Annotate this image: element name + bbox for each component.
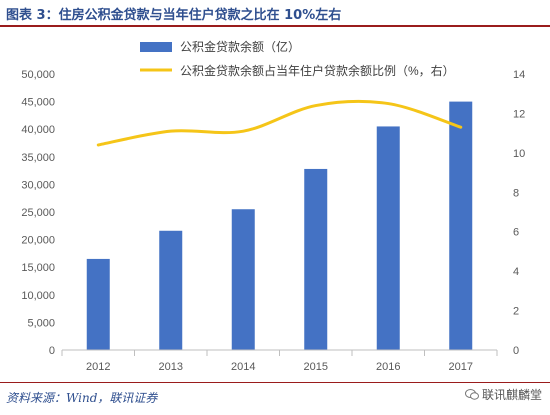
y-left-tick-label: 35,000 xyxy=(21,152,55,164)
legend-line-label: 公积金贷款余额占当年住户贷款余额比例（%，右） xyxy=(180,63,455,78)
y-left-tick-label: 40,000 xyxy=(21,124,55,136)
left-axis: 0 5,000 10,000 15,000 20,000 25,000 30,000 35,0… xyxy=(21,69,55,357)
x-tick-label: 2015 xyxy=(304,361,328,373)
y-left-tick-label: 20,000 xyxy=(21,235,55,247)
bar xyxy=(376,126,400,350)
y-left-tick-label: 5,000 xyxy=(27,317,55,329)
y-left-tick-label: 15,000 xyxy=(21,262,55,274)
bar xyxy=(159,230,183,350)
watermark: 联讯麒麟堂 xyxy=(464,386,542,403)
x-tick-label: 2014 xyxy=(231,361,255,373)
legend: 公积金贷款余额（亿） 公积金贷款余额占当年住户贷款余额比例（%，右） xyxy=(140,39,455,78)
chart: 0 5,000 10,000 15,000 20,000 25,000 30,000 35,0… xyxy=(21,39,525,373)
watermark-label: 联讯麒麟堂 xyxy=(481,388,542,402)
title-bar: 图表 3：住房公积金贷款与当年住户贷款之比在 10%左右 xyxy=(0,0,550,27)
y-right-tick-label: 2 xyxy=(513,306,519,318)
chart-title: 图表 3：住房公积金贷款与当年住户贷款之比在 10%左右 xyxy=(6,8,342,23)
y-right-tick-label: 12 xyxy=(513,108,525,120)
legend-bar-label: 公积金贷款余额（亿） xyxy=(180,39,300,54)
y-left-tick-label: 30,000 xyxy=(21,179,55,191)
y-left-tick-label: 0 xyxy=(49,345,55,357)
legend-bar-swatch xyxy=(140,42,172,52)
y-left-tick-label: 45,000 xyxy=(21,97,55,109)
y-right-tick-label: 6 xyxy=(513,227,519,239)
title-underline xyxy=(0,25,550,27)
y-right-tick-label: 4 xyxy=(513,266,519,278)
y-right-tick-label: 14 xyxy=(513,69,525,81)
bar xyxy=(304,168,328,350)
y-left-tick-label: 25,000 xyxy=(21,207,55,219)
bar xyxy=(86,258,110,350)
x-tick-label: 2017 xyxy=(449,361,473,373)
y-left-tick-label: 50,000 xyxy=(21,69,55,81)
right-axis: 0 2 4 6 8 10 12 14 xyxy=(513,69,525,357)
bar xyxy=(449,101,473,350)
x-tick-label: 2013 xyxy=(159,361,183,373)
x-tick-label: 2016 xyxy=(376,361,400,373)
wechat-icon xyxy=(464,389,479,400)
line-series-path xyxy=(96,99,463,147)
footer-rule xyxy=(0,382,550,383)
bar xyxy=(231,209,255,350)
line-series xyxy=(96,99,463,147)
source-note: 资料来源：Wind，联讯证券 xyxy=(6,391,158,405)
y-right-tick-label: 0 xyxy=(513,345,519,357)
x-tick-label: 2012 xyxy=(86,361,110,373)
y-right-tick-label: 10 xyxy=(513,148,525,160)
y-right-tick-label: 8 xyxy=(513,187,519,199)
bar-series xyxy=(86,101,473,350)
y-left-tick-label: 10,000 xyxy=(21,290,55,302)
x-axis: 2012 2013 2014 2015 2016 2017 xyxy=(61,349,498,373)
